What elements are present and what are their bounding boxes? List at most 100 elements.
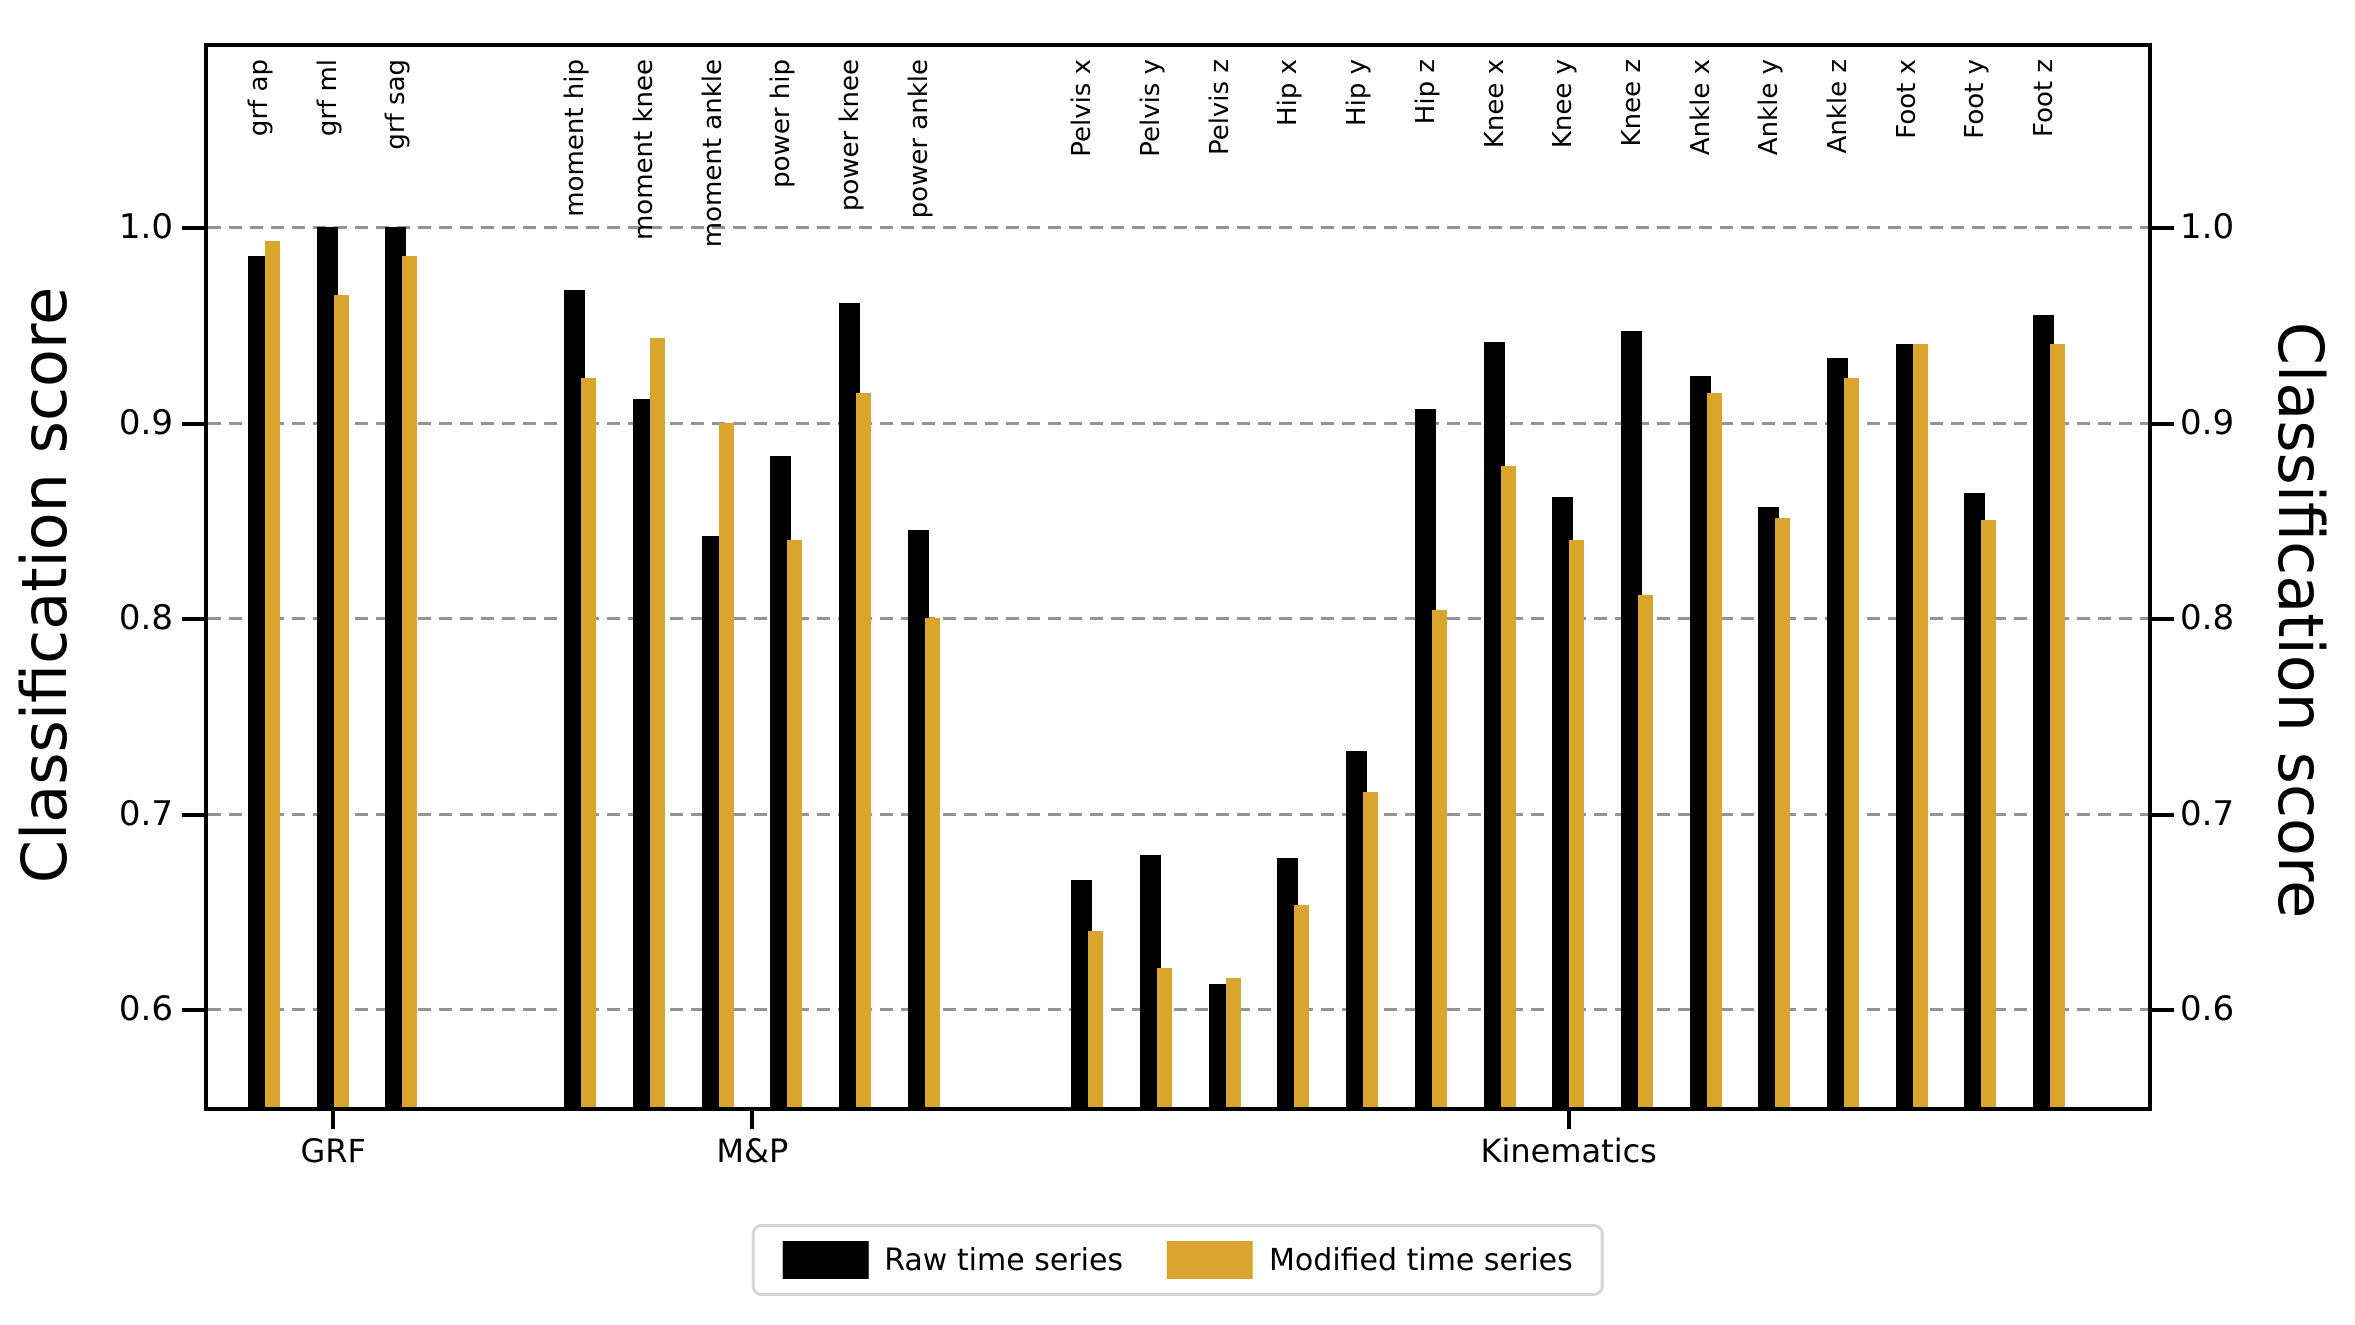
legend-label-raw: Raw time series xyxy=(884,1242,1124,1278)
bar-modified-knee-x xyxy=(1500,465,1516,1107)
y-tick-label-left-0.7: 0.7 xyxy=(118,793,173,834)
y-tick-right-0.6 xyxy=(2152,1008,2174,1012)
category-label-pelvis-y: Pelvis y xyxy=(1136,59,1166,157)
bar-raw-knee-z xyxy=(1620,330,1642,1107)
bar-raw-moment-ankle xyxy=(701,535,723,1107)
gridline-1.0 xyxy=(208,226,2148,229)
bar-modified-power-knee xyxy=(855,393,871,1107)
y-tick-right-1.0 xyxy=(2152,226,2174,230)
y-tick-left-0.9 xyxy=(182,421,204,426)
legend: Raw time series Modified time series xyxy=(751,1224,1604,1296)
y-tick-right-0.7 xyxy=(2152,812,2174,817)
bar-modified-foot-y xyxy=(1981,520,1997,1107)
y-tick-label-right-0.9: 0.9 xyxy=(2180,402,2235,443)
category-label-hip-y: Hip y xyxy=(1342,59,1373,126)
category-label-power-hip: power hip xyxy=(766,59,797,188)
bar-modified-pelvis-z xyxy=(1225,977,1241,1107)
bar-raw-moment-knee xyxy=(632,399,654,1107)
y-tick-label-left-1.0: 1.0 xyxy=(118,207,173,247)
bar-raw-ankle-z xyxy=(1827,358,1848,1107)
bar-modified-hip-z xyxy=(1431,610,1447,1107)
bar-raw-grf-ml xyxy=(316,227,338,1107)
y-tick-left-0.8 xyxy=(182,617,204,621)
bar-raw-pelvis-y xyxy=(1140,854,1161,1107)
bar-modified-power-ankle xyxy=(924,618,940,1107)
bar-modified-knee-y xyxy=(1569,539,1585,1107)
bar-modified-foot-z xyxy=(2050,344,2066,1107)
bar-raw-grf-ap xyxy=(248,256,269,1107)
category-label-pelvis-z: Pelvis z xyxy=(1204,59,1235,156)
bar-modified-ankle-x xyxy=(1706,393,1722,1107)
gridline-0.8 xyxy=(208,617,2148,620)
bar-modified-moment-hip xyxy=(581,377,597,1107)
bar-modified-hip-y xyxy=(1363,792,1379,1107)
gridline-0.6 xyxy=(208,1008,2148,1011)
category-label-grf-sag: grf sag xyxy=(381,59,412,150)
category-label-knee-y: Knee y xyxy=(1548,59,1579,149)
y-tick-label-right-1.0: 1.0 xyxy=(2180,207,2235,247)
category-label-ankle-y: Ankle y xyxy=(1754,59,1785,156)
bar-raw-ankle-y xyxy=(1758,506,1780,1107)
y-tick-label-left-0.8: 0.8 xyxy=(118,598,173,638)
category-label-knee-z: Knee z xyxy=(1616,59,1647,147)
category-label-knee-x: Knee x xyxy=(1479,59,1510,149)
bar-modified-foot-x xyxy=(1912,344,1928,1107)
bar-modified-hip-x xyxy=(1294,905,1310,1107)
bar-raw-knee-x xyxy=(1483,342,1505,1107)
x-group-tick-m-p xyxy=(750,1107,755,1129)
bar-raw-grf-sag xyxy=(385,227,407,1107)
bar-raw-foot-x xyxy=(1895,344,1917,1107)
bar-raw-moment-hip xyxy=(564,289,586,1107)
bar-raw-hip-x xyxy=(1277,858,1299,1107)
category-label-moment-knee: moment knee xyxy=(628,59,659,241)
bar-raw-ankle-x xyxy=(1689,375,1711,1107)
gridline-0.7 xyxy=(208,812,2148,816)
bar-raw-hip-y xyxy=(1346,750,1368,1107)
bar-modified-grf-ml xyxy=(333,295,349,1107)
category-label-hip-z: Hip z xyxy=(1410,59,1441,125)
category-label-foot-x: Foot x xyxy=(1891,59,1922,139)
bar-modified-knee-z xyxy=(1637,594,1653,1107)
x-group-tick-grf xyxy=(331,1107,336,1129)
y-tick-label-right-0.6: 0.6 xyxy=(2180,989,2235,1029)
legend-swatch-raw xyxy=(782,1241,869,1279)
y-tick-label-left-0.6: 0.6 xyxy=(118,989,173,1029)
bar-modified-power-hip xyxy=(787,539,803,1107)
category-label-power-ankle: power ankle xyxy=(903,59,934,219)
category-label-hip-x: Hip x xyxy=(1273,59,1304,126)
bar-modified-moment-ankle xyxy=(718,422,734,1107)
gridline-0.9 xyxy=(208,421,2148,425)
bar-modified-moment-knee xyxy=(649,338,665,1107)
y-tick-left-0.6 xyxy=(182,1008,204,1012)
category-label-ankle-x: Ankle x xyxy=(1685,59,1716,156)
category-label-moment-hip: moment hip xyxy=(560,59,591,217)
bar-modified-ankle-y xyxy=(1775,518,1791,1107)
legend-entry-modified: Modified time series xyxy=(1167,1241,1573,1279)
bar-raw-power-knee xyxy=(838,303,860,1107)
bar-modified-grf-sag xyxy=(402,256,418,1107)
category-label-moment-ankle: moment ankle xyxy=(697,59,728,248)
category-label-power-knee: power knee xyxy=(834,59,865,212)
bar-raw-foot-z xyxy=(2033,314,2055,1107)
bar-raw-pelvis-z xyxy=(1208,983,1230,1107)
legend-swatch-modified xyxy=(1167,1241,1254,1279)
bar-raw-hip-z xyxy=(1414,408,1436,1107)
bar-modified-ankle-z xyxy=(1844,377,1859,1107)
bar-raw-knee-y xyxy=(1552,496,1574,1107)
category-label-ankle-z: Ankle z xyxy=(1823,59,1853,154)
y-tick-right-0.9 xyxy=(2152,421,2174,426)
y-tick-left-1.0 xyxy=(182,226,204,230)
category-label-grf-ap: grf ap xyxy=(244,59,274,137)
legend-entry-raw: Raw time series xyxy=(782,1241,1123,1279)
category-label-pelvis-x: Pelvis x xyxy=(1067,59,1098,157)
y-tick-left-0.7 xyxy=(182,812,204,817)
plot-area: grf ap grf ml grf sag moment hip moment knee… xyxy=(204,43,2152,1111)
category-label-foot-y: Foot y xyxy=(1960,59,1991,139)
legend-label-modified: Modified time series xyxy=(1269,1242,1573,1278)
y-tick-label-right-0.8: 0.8 xyxy=(2180,598,2235,638)
bar-raw-power-ankle xyxy=(907,530,929,1107)
bar-modified-pelvis-x xyxy=(1088,930,1104,1107)
y-tick-right-0.8 xyxy=(2152,617,2174,621)
category-label-grf-ml: grf ml xyxy=(312,59,343,137)
